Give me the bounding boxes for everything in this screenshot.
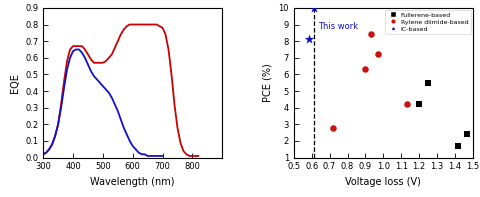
Legend: Fullerene-based, Rylene diimide-based, IC-based: Fullerene-based, Rylene diimide-based, I…: [384, 10, 471, 34]
Point: [464, 133, 471, 136]
X-axis label: Voltage loss (V): Voltage loss (V): [346, 177, 421, 187]
Point: [374, 53, 382, 56]
Point: [361, 68, 369, 71]
Y-axis label: EQE: EQE: [10, 73, 20, 93]
Y-axis label: PCE (%): PCE (%): [263, 63, 273, 102]
Text: This work: This work: [318, 22, 358, 31]
X-axis label: Wavelength (nm): Wavelength (nm): [90, 177, 175, 187]
Point: [415, 103, 423, 106]
Point: [305, 38, 313, 41]
Point: [403, 103, 410, 106]
Point: [455, 144, 462, 148]
Point: [329, 127, 337, 130]
Point: [424, 81, 432, 84]
Point: [367, 33, 374, 36]
Point: [311, 6, 318, 9]
